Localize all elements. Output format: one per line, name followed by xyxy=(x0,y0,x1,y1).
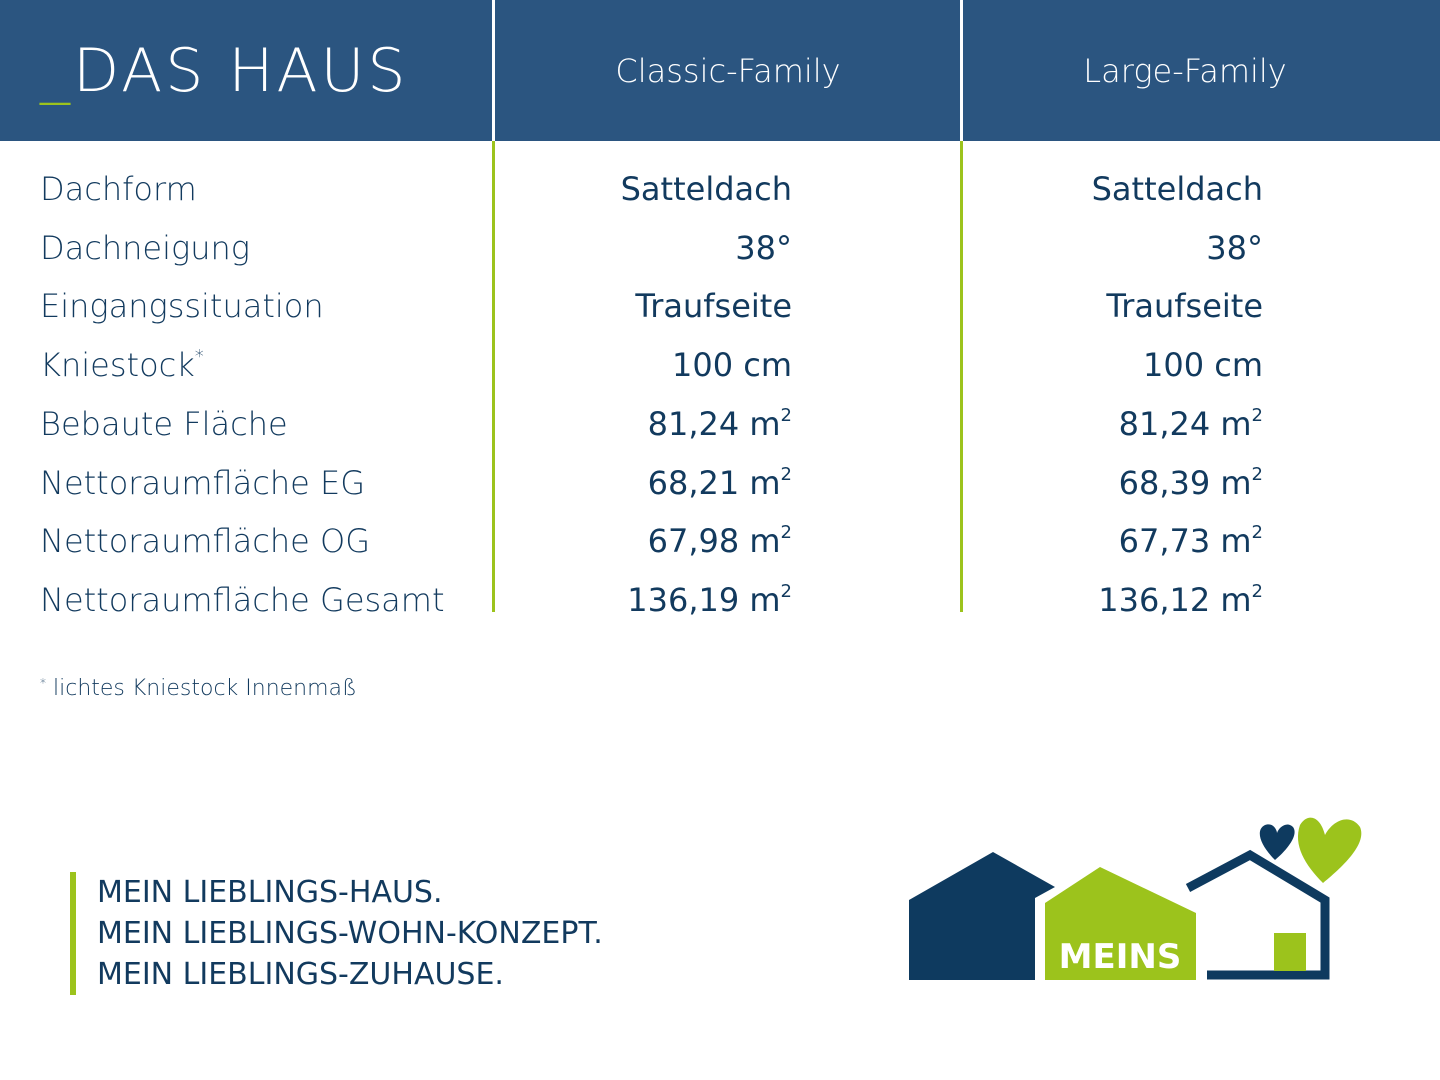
table-row: Bebaute Fläche 81,24 m2 81,24 m2 xyxy=(0,405,1440,463)
row-label-text: Nettoraumfläche Gesamt xyxy=(40,580,445,619)
value-text: 100 cm xyxy=(671,346,792,385)
slogan-line: MEIN LIEBLINGS-WOHN-KONZEPT. xyxy=(97,916,603,951)
row-label-text: Nettoraumfläche EG xyxy=(40,463,366,502)
row-label: Bebaute Fläche xyxy=(40,405,288,443)
row-label-text: Eingangssituation xyxy=(40,287,324,326)
large-value: 136,12 m2 xyxy=(1098,581,1263,619)
row-label-text: Nettoraumfläche OG xyxy=(40,522,370,561)
value-text: 81,24 m xyxy=(1118,404,1252,443)
table-row: Nettoraumfläche OG 67,98 m2 67,73 m2 xyxy=(0,522,1440,580)
large-value: 81,24 m2 xyxy=(1119,405,1263,443)
value-text: 68,21 m xyxy=(647,463,781,502)
classic-value: 38° xyxy=(735,229,792,267)
unit-sup: 2 xyxy=(780,522,792,544)
row-label-text: Bebaute Fläche xyxy=(40,404,288,443)
house-green-icon xyxy=(1045,867,1196,980)
value-text: 67,98 m xyxy=(647,522,781,561)
table-row: Dachneigung 38° 38° xyxy=(0,229,1440,287)
classic-value: Traufseite xyxy=(635,287,792,325)
slogan-line: MEIN LIEBLINGS-ZUHAUSE. xyxy=(97,957,504,992)
row-label: Eingangssituation xyxy=(40,287,324,325)
value-text: Satteldach xyxy=(620,170,792,208)
unit-sup: 2 xyxy=(1251,522,1263,544)
unit-sup: 2 xyxy=(780,463,792,485)
value-text: Satteldach xyxy=(1091,170,1263,208)
header: _DAS HAUS Classic-Family Large-Family xyxy=(0,0,1440,141)
divider xyxy=(492,0,495,141)
value-text: 81,24 m xyxy=(647,404,781,443)
row-label-text: Dachform xyxy=(40,170,197,208)
value-text: 67,73 m xyxy=(1118,522,1252,561)
unit-sup: 2 xyxy=(1251,580,1263,602)
row-label: Nettoraumfläche EG xyxy=(40,464,365,502)
classic-value: 100 cm xyxy=(672,346,792,384)
title-underscore: _ xyxy=(40,36,73,106)
unit-sup: 2 xyxy=(1251,404,1263,426)
door-icon xyxy=(1274,933,1306,971)
column-header-classic: Classic-Family xyxy=(615,52,841,90)
classic-value: Satteldach xyxy=(621,170,792,208)
house-navy-icon xyxy=(909,852,1055,980)
classic-value: 136,19 m2 xyxy=(627,581,792,619)
row-label: Nettoraumfläche OG xyxy=(40,522,370,560)
unit-sup: 2 xyxy=(780,580,792,602)
table-row: Nettoraumfläche Gesamt 136,19 m2 136,12 … xyxy=(0,581,1440,639)
value-text: 136,19 m xyxy=(627,580,781,619)
value-text: 136,12 m xyxy=(1098,580,1252,619)
large-value: Traufseite xyxy=(1106,287,1263,325)
title-text: DAS HAUS xyxy=(73,36,409,106)
classic-value: 81,24 m2 xyxy=(648,405,792,443)
value-text: 68,39 m xyxy=(1118,463,1252,502)
row-label: Dachneigung xyxy=(40,229,250,267)
logo-text: MEINS xyxy=(1059,937,1182,977)
row-label: Dachform xyxy=(40,170,197,208)
table-row: Dachform Satteldach Satteldach xyxy=(0,170,1440,228)
heart-green-icon xyxy=(1297,817,1362,883)
column-divider xyxy=(960,141,963,612)
row-label-sup: * xyxy=(194,346,204,368)
house-outline-icon xyxy=(1185,849,1330,980)
value-text: 38° xyxy=(735,228,792,267)
table-row: Nettoraumfläche EG 68,21 m2 68,39 m2 xyxy=(0,464,1440,522)
row-label: Nettoraumfläche Gesamt xyxy=(40,581,445,619)
page-title: _DAS HAUS xyxy=(40,36,409,106)
large-value: 67,73 m2 xyxy=(1119,522,1263,560)
large-value: 100 cm xyxy=(1143,346,1263,384)
value-text: Traufseite xyxy=(1106,287,1263,326)
slogan-line: MEIN LIEBLINGS-HAUS. xyxy=(97,875,443,910)
meins-logo: MEINS xyxy=(909,817,1362,980)
table-row: Eingangssituation Traufseite Traufseite xyxy=(0,287,1440,345)
heart-navy-icon xyxy=(1259,824,1295,860)
footnote: * lichtes Kniestock Innenmaß xyxy=(40,676,357,701)
slogan: MEIN LIEBLINGS-HAUS. MEIN LIEBLINGS-WOHN… xyxy=(70,872,603,995)
row-label: Kniestock* xyxy=(40,346,204,384)
value-text: 100 cm xyxy=(1142,346,1263,385)
divider xyxy=(960,0,963,141)
unit-sup: 2 xyxy=(780,404,792,426)
footnote-mark: * xyxy=(40,676,46,690)
large-value: 38° xyxy=(1206,229,1263,267)
footnote-text: lichtes Kniestock Innenmaß xyxy=(53,676,357,701)
column-divider xyxy=(492,141,495,612)
table-row: Kniestock* 100 cm 100 cm xyxy=(0,346,1440,404)
value-text: Traufseite xyxy=(635,287,792,326)
value-text: 38° xyxy=(1206,228,1263,267)
large-value: Satteldach xyxy=(1092,170,1263,208)
column-header-large: Large-Family xyxy=(1083,52,1287,90)
classic-value: 68,21 m2 xyxy=(648,464,792,502)
unit-sup: 2 xyxy=(1251,463,1263,485)
classic-value: 67,98 m2 xyxy=(648,522,792,560)
large-value: 68,39 m2 xyxy=(1119,464,1263,502)
row-label-text: Kniestock xyxy=(40,346,195,385)
row-label-text: Dachneigung xyxy=(40,228,250,267)
